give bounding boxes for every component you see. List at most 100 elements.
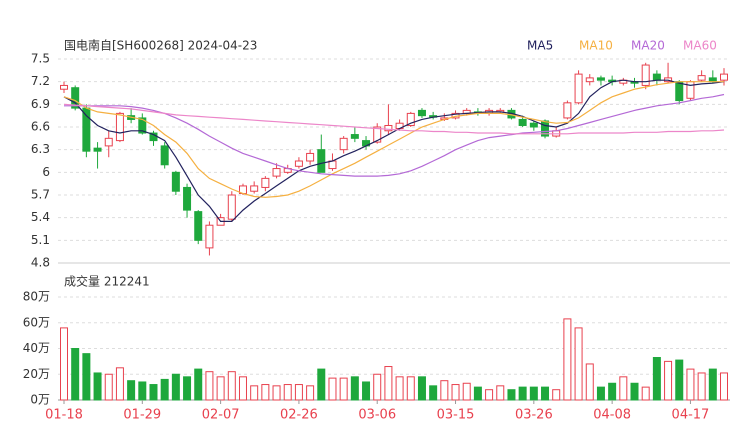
candle-body bbox=[160, 145, 169, 166]
volume-bar bbox=[373, 373, 382, 401]
candle-body bbox=[675, 81, 684, 102]
volume-bar bbox=[664, 360, 673, 401]
volume-bar bbox=[518, 386, 527, 401]
candle-body bbox=[328, 160, 337, 170]
candle-body bbox=[104, 137, 113, 147]
volume-bar bbox=[529, 386, 538, 401]
y-tick-label: 6 bbox=[42, 165, 50, 179]
volume-bar bbox=[160, 378, 169, 401]
volume-bar bbox=[149, 384, 158, 401]
volume-bar bbox=[440, 380, 449, 401]
volume-bar bbox=[216, 376, 225, 401]
volume-bar bbox=[306, 385, 315, 401]
volume-bar bbox=[261, 384, 270, 401]
volume-bar bbox=[283, 384, 292, 401]
volume-bar bbox=[115, 367, 124, 401]
volume-bar bbox=[227, 371, 236, 401]
volume-bar bbox=[697, 372, 706, 401]
volume-bar bbox=[194, 368, 203, 401]
candle-body bbox=[317, 149, 326, 173]
x-tick-label: 04-17 bbox=[672, 408, 710, 423]
candle-body bbox=[227, 194, 236, 220]
candle-body bbox=[384, 124, 393, 132]
volume-bar bbox=[630, 382, 639, 401]
volume-bar bbox=[395, 376, 404, 401]
volume-bar bbox=[294, 384, 303, 401]
candle-body bbox=[720, 73, 728, 81]
ma-line bbox=[63, 79, 725, 222]
x-tick-label: 02-26 bbox=[280, 408, 318, 423]
volume-bar bbox=[485, 389, 494, 401]
candle-body bbox=[306, 152, 315, 162]
x-tick-label: 01-18 bbox=[45, 408, 83, 423]
y-tick-label: 20万 bbox=[23, 367, 50, 381]
volume-title: 成交量 212241 bbox=[64, 274, 150, 289]
candle-body bbox=[518, 118, 527, 126]
candle-body bbox=[82, 107, 91, 152]
candle-body bbox=[686, 81, 695, 99]
volume-bar bbox=[93, 372, 102, 401]
y-tick-label: 4.8 bbox=[31, 256, 50, 270]
candle-body bbox=[406, 112, 415, 126]
volume-bar bbox=[127, 380, 136, 401]
candle-body bbox=[93, 147, 102, 152]
volume-bar bbox=[328, 377, 337, 401]
y-tick-label: 60万 bbox=[23, 315, 50, 329]
volume-bar bbox=[417, 376, 426, 401]
volume-bar bbox=[496, 385, 505, 401]
volume-bar bbox=[552, 389, 561, 401]
y-tick-label: 40万 bbox=[23, 341, 50, 355]
candle-body bbox=[71, 87, 80, 109]
volume-bar bbox=[708, 368, 717, 401]
legend-label: MA20 bbox=[631, 39, 665, 53]
volume-bar bbox=[171, 373, 180, 401]
volume-bar bbox=[608, 382, 617, 401]
candle-body bbox=[205, 224, 214, 249]
volume-bar bbox=[60, 327, 68, 401]
candle-body bbox=[529, 122, 538, 128]
candle-body bbox=[250, 185, 259, 192]
y-tick-label: 7.5 bbox=[31, 52, 50, 66]
y-tick-label: 6.6 bbox=[31, 120, 50, 134]
volume-bar bbox=[574, 327, 583, 401]
candle-body bbox=[373, 126, 382, 143]
candle-body bbox=[417, 109, 426, 117]
chart-title: 国电南自[SH600268] 2024-04-23 bbox=[64, 38, 257, 53]
candle-body bbox=[652, 73, 661, 81]
y-tick-label: 5.4 bbox=[31, 210, 50, 224]
volume-bar bbox=[585, 363, 594, 401]
y-tick-label: 5.1 bbox=[31, 233, 50, 247]
volume-bar bbox=[250, 385, 259, 401]
candle-body bbox=[294, 160, 303, 167]
volume-bar bbox=[473, 386, 482, 401]
volume-bar bbox=[71, 348, 80, 401]
volume-bar bbox=[720, 372, 728, 401]
volume-bar bbox=[462, 382, 471, 401]
volume-bar bbox=[686, 368, 695, 401]
y-tick-label: 5.7 bbox=[31, 188, 50, 202]
x-tick-label: 03-06 bbox=[358, 408, 396, 423]
volume-bar bbox=[596, 386, 605, 401]
volume-bar bbox=[205, 371, 214, 401]
volume-bar bbox=[406, 376, 415, 401]
y-tick-label: 6.3 bbox=[31, 142, 50, 156]
volume-bar bbox=[384, 366, 393, 401]
volume-bar bbox=[362, 381, 371, 401]
volume-bar bbox=[451, 384, 460, 401]
candle-body bbox=[194, 211, 203, 241]
volume-bar bbox=[652, 357, 661, 401]
candle-body bbox=[339, 137, 348, 151]
candle-body bbox=[138, 117, 147, 134]
volume-bar bbox=[507, 389, 516, 401]
y-tick-label: 6.9 bbox=[31, 97, 50, 111]
candle-body bbox=[60, 84, 68, 90]
volume-bar bbox=[350, 376, 359, 401]
volume-bar bbox=[339, 377, 348, 401]
volume-bar bbox=[675, 359, 684, 401]
volume-bar bbox=[104, 373, 113, 401]
volume-bar bbox=[183, 376, 192, 401]
volume-bar bbox=[641, 386, 650, 401]
volume-bar bbox=[429, 385, 438, 401]
legend-label: MA5 bbox=[527, 39, 553, 53]
x-tick-label: 04-08 bbox=[593, 408, 631, 423]
